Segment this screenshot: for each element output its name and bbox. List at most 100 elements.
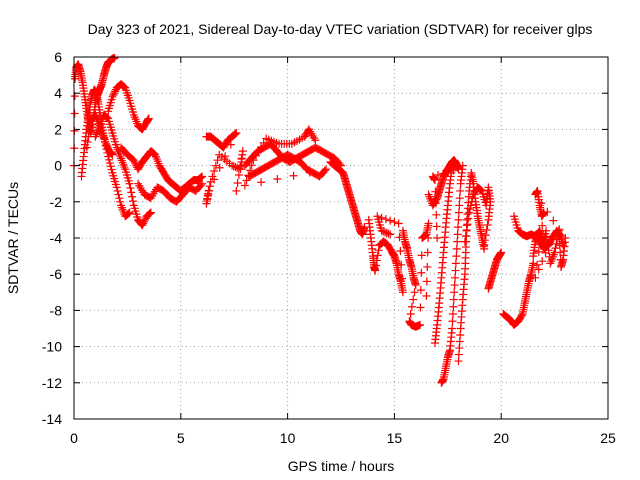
data-point-marker bbox=[126, 184, 135, 193]
y-tick-label: 2 bbox=[54, 121, 62, 137]
data-point-marker bbox=[551, 244, 560, 253]
data-point-marker bbox=[244, 171, 253, 180]
data-point-marker bbox=[111, 87, 120, 96]
data-point-marker bbox=[450, 288, 459, 297]
data-point-marker bbox=[432, 222, 441, 231]
data-point-marker bbox=[439, 169, 448, 178]
data-point-marker bbox=[144, 114, 153, 123]
data-point-marker bbox=[233, 178, 242, 187]
data-point-marker bbox=[460, 237, 469, 246]
data-point-marker bbox=[454, 223, 463, 232]
data-point-marker bbox=[452, 244, 461, 253]
data-point-marker bbox=[561, 234, 570, 242]
data-point-marker bbox=[529, 259, 538, 268]
data-point-marker bbox=[109, 91, 118, 100]
data-point-marker bbox=[259, 138, 268, 147]
y-tick-label: -6 bbox=[50, 266, 63, 282]
data-point-marker bbox=[101, 141, 110, 150]
data-point-marker bbox=[230, 130, 239, 139]
data-point-marker bbox=[228, 161, 237, 170]
y-tick-label: -14 bbox=[42, 411, 62, 427]
data-point-marker bbox=[108, 92, 117, 101]
data-point-marker bbox=[398, 274, 407, 283]
data-point-marker bbox=[100, 138, 109, 147]
y-tick-label: -2 bbox=[50, 194, 63, 210]
data-point-marker bbox=[289, 171, 298, 180]
data-point-marker bbox=[396, 247, 405, 256]
data-point-marker bbox=[536, 234, 545, 243]
chart-title: Day 323 of 2021, Sidereal Day-to-day VTE… bbox=[88, 21, 593, 37]
data-point-marker bbox=[110, 89, 119, 98]
series-arc-14 bbox=[424, 156, 463, 242]
series-arc-16 bbox=[437, 161, 467, 387]
data-point-marker bbox=[477, 186, 486, 195]
data-point-marker bbox=[448, 317, 457, 326]
data-point-marker bbox=[417, 268, 426, 277]
data-point-marker bbox=[229, 162, 238, 171]
data-point-marker bbox=[373, 251, 382, 260]
data-point-marker bbox=[198, 179, 207, 188]
data-point-marker bbox=[145, 210, 154, 219]
data-point-marker bbox=[234, 171, 243, 180]
series-arc-20 bbox=[499, 259, 538, 329]
data-point-marker bbox=[481, 231, 490, 240]
series-arc-17 bbox=[454, 168, 489, 366]
data-point-marker bbox=[247, 161, 256, 170]
data-point-marker bbox=[451, 259, 460, 268]
data-point-marker bbox=[208, 172, 217, 181]
data-point-marker bbox=[251, 151, 260, 160]
data-point-marker bbox=[448, 310, 457, 319]
data-point-marker bbox=[242, 176, 251, 185]
data-point-marker bbox=[257, 178, 266, 187]
data-point-marker bbox=[549, 216, 558, 225]
data-point-marker bbox=[432, 210, 441, 219]
data-point-marker bbox=[102, 113, 111, 122]
data-point-marker bbox=[377, 213, 386, 222]
y-tick-label: -4 bbox=[50, 230, 63, 246]
data-point-marker bbox=[379, 227, 388, 236]
data-point-marker bbox=[85, 127, 94, 136]
data-point-marker bbox=[466, 201, 475, 210]
data-point-marker bbox=[86, 121, 95, 130]
data-point-marker bbox=[70, 109, 79, 118]
data-point-marker bbox=[397, 260, 406, 269]
data-point-marker bbox=[538, 221, 547, 230]
data-point-marker bbox=[138, 221, 147, 230]
data-point-marker bbox=[406, 310, 415, 319]
data-point-marker bbox=[452, 252, 461, 261]
data-point-marker bbox=[103, 148, 112, 157]
data-point-marker bbox=[431, 187, 440, 196]
data-point-marker bbox=[371, 266, 380, 275]
data-point-marker bbox=[196, 181, 205, 190]
data-point-marker bbox=[210, 167, 219, 176]
data-point-marker bbox=[202, 199, 211, 208]
data-point-marker bbox=[555, 225, 564, 234]
data-point-marker bbox=[448, 324, 457, 333]
data-point-marker bbox=[416, 286, 425, 295]
data-point-marker bbox=[464, 214, 473, 223]
x-tick-label: 20 bbox=[493, 430, 509, 446]
data-point-marker bbox=[254, 147, 263, 156]
data-point-marker bbox=[213, 156, 222, 165]
data-point-marker bbox=[114, 190, 123, 199]
data-point-marker bbox=[409, 295, 418, 304]
data-point-marker bbox=[541, 248, 550, 257]
data-point-marker bbox=[424, 234, 433, 242]
data-point-marker bbox=[232, 129, 241, 138]
x-tick-label: 0 bbox=[70, 430, 78, 446]
data-point-marker bbox=[448, 161, 457, 170]
y-tick-label: -8 bbox=[50, 302, 63, 318]
data-point-marker bbox=[320, 166, 329, 175]
data-point-marker bbox=[531, 273, 540, 282]
data-point-marker bbox=[112, 183, 121, 192]
data-point-marker bbox=[305, 168, 314, 177]
data-point-marker bbox=[542, 233, 551, 242]
data-point-marker bbox=[102, 145, 111, 154]
series-arc-12 bbox=[364, 212, 407, 297]
data-point-marker bbox=[205, 182, 214, 191]
data-point-marker bbox=[99, 134, 108, 143]
data-point-marker bbox=[211, 161, 220, 170]
data-point-marker bbox=[203, 195, 212, 204]
data-point-marker bbox=[543, 239, 552, 248]
